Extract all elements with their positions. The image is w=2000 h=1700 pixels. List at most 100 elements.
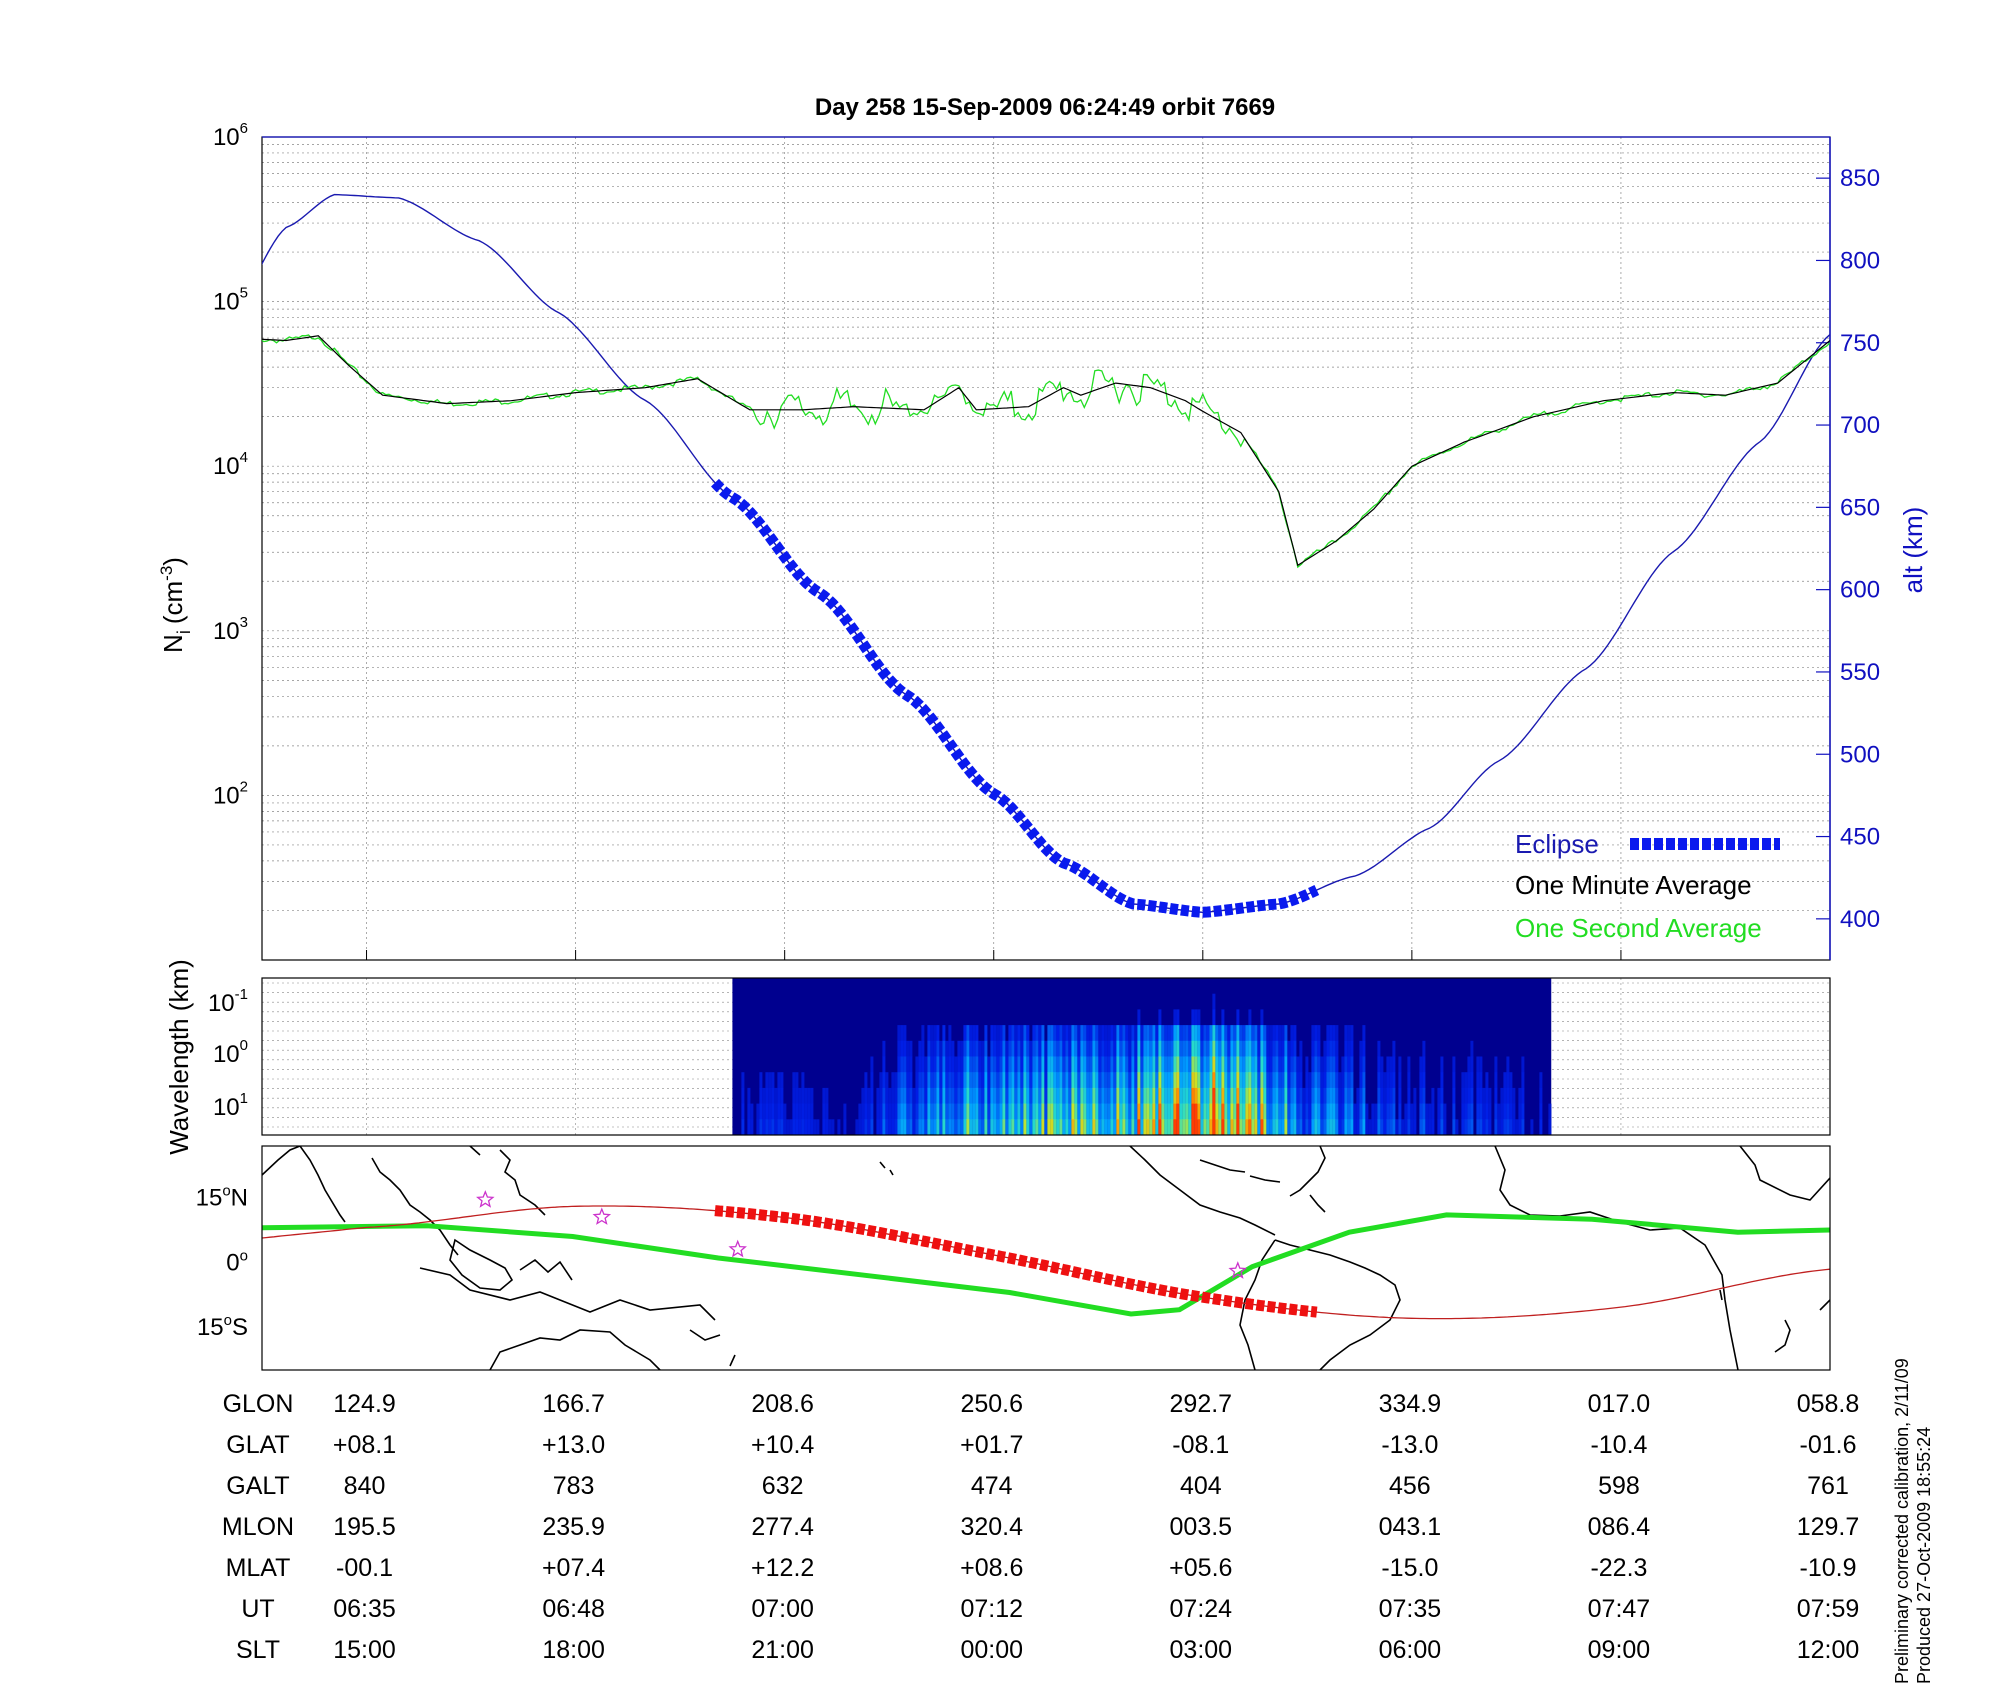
eclipse-track-segment [714,1205,1318,1318]
spectrogram-cell [1170,1025,1174,1042]
spectrogram-cell [1248,1056,1252,1073]
spectrogram-cell [843,1119,847,1135]
spectrogram-cell [1236,1103,1240,1120]
coastline-madagascar [1719,1289,1830,1353]
spectrogram-cell [1377,1087,1381,1105]
spectrogram-cell [798,1087,802,1105]
spectrogram-cell [1110,1025,1114,1042]
spectrogram-cell [1380,1056,1384,1073]
spectrogram-cell [1197,1025,1201,1042]
spectrogram-cell [1035,1119,1039,1135]
spectrogram-cell [1179,1119,1183,1135]
spectrogram-cell [1293,1072,1297,1089]
spectrogram-cell [1530,1119,1534,1135]
spectrogram-cell [1257,1072,1261,1089]
spectrogram-cell [1317,1056,1321,1073]
spectrogram-cell [954,1056,958,1073]
spectrogram-cell [1422,1040,1426,1057]
spectrogram-cell [1245,1103,1249,1120]
spectrogram-cell [1440,1087,1444,1105]
spectrogram-cell [933,1072,937,1089]
spectrogram-cell [936,1119,940,1135]
spectrogram-cell [804,1119,808,1135]
spectrogram-cell [996,1072,1000,1089]
spectrogram-cell [1452,1119,1456,1135]
spectrogram-cell [1254,1087,1258,1105]
spectrogram-cell [1233,1040,1237,1057]
spectrogram-cell [876,1103,880,1120]
spectrogram-cell [1152,1072,1156,1089]
spectrogram-cell [1281,1119,1285,1135]
spectrogram-cell [1200,1072,1204,1089]
spectrogram-cell [906,1087,910,1105]
spectrogram-cell [1077,1072,1081,1089]
spectrogram-cell [1026,1072,1030,1089]
spectrogram-cell [1119,1025,1123,1042]
spectrogram-cell [1359,1072,1363,1089]
spectrogram-cell [1002,1025,1006,1042]
spectrogram-cell [1008,1103,1012,1120]
chart-title: Day 258 15-Sep-2009 06:24:49 orbit 7669 [815,94,1275,121]
spectrogram-cell [1254,1072,1258,1089]
spectrogram-cell [1431,1119,1435,1135]
spectrogram-cell [1500,1103,1504,1120]
spectrogram-cell [990,1103,994,1120]
spectrogram-cell [765,1087,769,1105]
spectrogram-cell [1113,1056,1117,1073]
spectrogram-cell [978,1040,982,1057]
spectrogram-cell [1128,1072,1132,1089]
spectrogram-cell [1299,1056,1303,1073]
spectrogram-cell [1464,1072,1468,1089]
spectrogram-cell [951,1072,955,1089]
spectrogram-cell [1290,1119,1294,1135]
spectrogram-cell [1113,1025,1117,1042]
spectrogram-cell [1035,1025,1039,1042]
spectrogram-cell [966,1119,970,1135]
spectrogram-cell [981,1040,985,1057]
density-y-label: Ni (cm-3) [157,557,194,653]
spectrogram-cell [1485,1103,1489,1120]
spectrogram-cell [1236,1009,1240,1026]
density-grid [262,137,1831,961]
spectrogram-cell [1176,1087,1180,1105]
spectrogram-cell [1386,1119,1390,1135]
spectrogram-cell [1407,1103,1411,1120]
spectrogram-cell [1326,1087,1330,1105]
spectrogram-cell [1149,1087,1153,1105]
spectrogram-cell [975,1103,979,1120]
spectrogram-cell [1281,1025,1285,1042]
spectrogram-cell [1197,1119,1201,1135]
spectrogram-cell [1236,1040,1240,1057]
spectrogram-cell [867,1087,871,1105]
table-cell: 058.8 [1797,1390,1860,1418]
spectrogram-cell [1377,1056,1381,1073]
spectrogram-cell [984,1087,988,1105]
table-cell: 292.7 [1170,1390,1233,1418]
spectrogram-cell [1512,1087,1516,1105]
spectrogram-cell [1191,1040,1195,1057]
spectrogram-cell [1263,1025,1267,1042]
spectrogram-cell [771,1103,775,1120]
spectrogram-cell [1047,1072,1051,1089]
spectrogram-cell [1350,1056,1354,1073]
spectrogram-cell [1005,1119,1009,1135]
spectrogram-cell [1314,1103,1318,1120]
spectrogram-cell [1095,1072,1099,1089]
spectrogram-cell [1113,1087,1117,1105]
spectrogram-cell [1200,1119,1204,1135]
spectrogram-cell [1512,1119,1516,1135]
spectrogram-cell [1065,1087,1069,1105]
spectrogram-cell [1359,1087,1363,1105]
spectrogram-cell [1065,1056,1069,1073]
spectrogram-cell [1062,1087,1066,1105]
spectrogram-cell [948,1056,952,1073]
spectrogram-cell [957,1072,961,1089]
spectrogram-cell [756,1103,760,1120]
spectrogram-cell [1038,1025,1042,1042]
spectrogram-cell [891,1087,895,1105]
spectrogram-cell [1203,1087,1207,1105]
spectrogram-cell [1068,1072,1072,1089]
spectrogram-cell [969,1056,973,1073]
spectrogram-cell [894,1087,898,1105]
spectrogram-cell [1248,1072,1252,1089]
